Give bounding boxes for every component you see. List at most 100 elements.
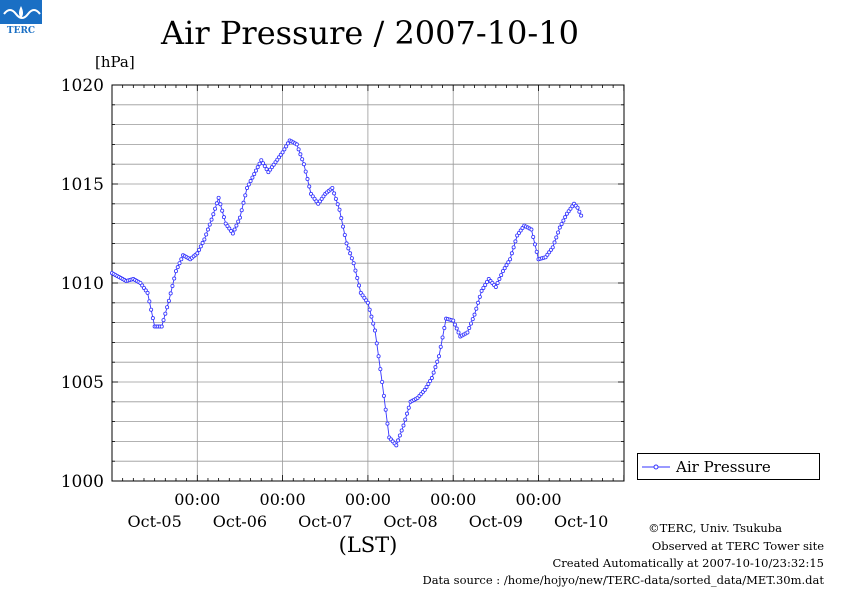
data-point	[509, 251, 514, 256]
data-point	[381, 393, 386, 398]
data-point	[506, 260, 511, 265]
data-point	[150, 316, 155, 321]
data-point	[349, 256, 354, 261]
data-point	[298, 152, 303, 157]
data-point	[237, 215, 242, 220]
data-point	[285, 141, 290, 146]
data-point	[380, 379, 385, 384]
data-point	[428, 379, 433, 384]
data-point	[456, 330, 461, 335]
data-point	[246, 182, 251, 187]
data-point	[175, 265, 180, 270]
data-point	[426, 381, 431, 386]
data-point	[236, 219, 241, 224]
data-point	[534, 249, 539, 254]
data-point	[218, 202, 223, 207]
data-point	[351, 261, 356, 266]
tick-labels: 1000 1005 1010 1015 1020 00:00 00:00 00:00 00:00…	[61, 76, 609, 557]
data-point	[374, 341, 379, 346]
data-point	[563, 215, 568, 220]
data-point	[202, 237, 207, 242]
data-point	[477, 294, 482, 299]
data-point	[159, 324, 164, 329]
legend-label: Air Pressure	[676, 457, 771, 476]
data-point	[513, 239, 518, 244]
data-point	[282, 147, 287, 152]
data-point	[253, 168, 258, 173]
data-point	[234, 223, 239, 228]
data-point	[168, 291, 173, 296]
data-point	[213, 206, 218, 211]
data-point	[579, 213, 584, 218]
y-tick-label: 1000	[61, 472, 104, 492]
x-time-label: 00:00	[174, 490, 220, 509]
data-point	[342, 232, 347, 237]
y-axis-unit-label: [hPa]	[95, 53, 135, 71]
data-point	[245, 185, 250, 190]
data-point	[261, 161, 266, 166]
data-point	[438, 344, 443, 349]
data-point	[372, 328, 377, 333]
y-tick-label: 1005	[61, 373, 104, 393]
data-point	[500, 269, 505, 274]
data-point	[170, 283, 175, 288]
data-point	[367, 307, 372, 312]
data-point	[429, 376, 434, 381]
data-point	[468, 321, 473, 326]
data-point	[531, 234, 536, 239]
data-point	[307, 184, 312, 189]
data-point	[556, 230, 561, 235]
x-day-label: Oct-08	[383, 512, 437, 531]
data-point	[333, 196, 338, 201]
data-point	[248, 179, 253, 184]
data-point	[177, 261, 182, 266]
x-day-label: Oct-06	[213, 512, 267, 531]
grid-lines	[112, 85, 624, 481]
data-point	[440, 335, 445, 340]
data-point	[369, 314, 374, 319]
data-point	[221, 215, 226, 220]
data-point	[264, 167, 269, 172]
legend: Air Pressure	[637, 453, 820, 480]
data-point	[483, 282, 488, 287]
data-point	[365, 300, 370, 305]
observed-text: Observed at TERC Tower site	[651, 539, 824, 553]
data-point	[532, 242, 537, 247]
data-point	[179, 257, 184, 262]
data-point	[197, 247, 202, 252]
data-point	[195, 251, 200, 256]
x-axis-label: (LST)	[339, 533, 398, 557]
data-point	[397, 433, 402, 438]
data-point	[353, 268, 358, 273]
x-time-label: 00:00	[430, 490, 476, 509]
data-source-text: Data source : /home/hojyo/new/TERC-data/…	[422, 573, 824, 587]
x-day-label: Oct-09	[469, 512, 523, 531]
data-point	[378, 367, 383, 372]
data-point	[399, 428, 404, 433]
data-point	[243, 193, 248, 198]
data-point	[472, 312, 477, 317]
data-point	[262, 164, 267, 169]
data-point	[173, 269, 178, 274]
data-point	[259, 158, 264, 163]
data-point	[479, 288, 484, 293]
data-point	[561, 218, 566, 223]
data-point	[232, 227, 237, 232]
data-point	[508, 257, 513, 262]
data-point	[198, 244, 203, 249]
data-point	[344, 241, 349, 246]
data-point	[294, 142, 299, 147]
data-point	[476, 300, 481, 305]
data-point	[165, 305, 170, 310]
y-tick-label: 1010	[61, 274, 104, 294]
data-point	[348, 251, 353, 256]
data-point	[442, 326, 447, 331]
data-point	[495, 280, 500, 285]
data-point	[470, 317, 475, 322]
data-point	[257, 161, 262, 166]
data-point	[394, 443, 399, 448]
data-point	[209, 217, 214, 222]
data-point	[355, 276, 360, 281]
data-point	[284, 144, 289, 149]
data-point	[422, 387, 427, 392]
